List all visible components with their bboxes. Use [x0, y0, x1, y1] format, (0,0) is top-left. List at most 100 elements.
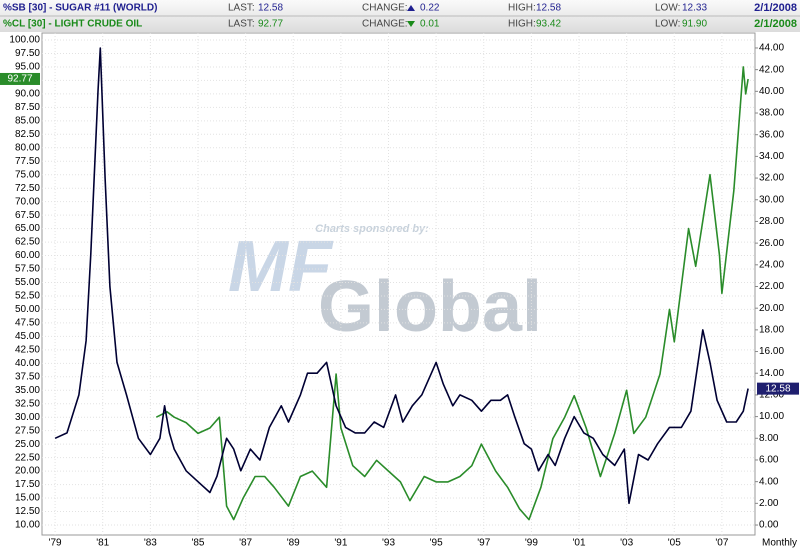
y2-tick-label: 42.00 [759, 64, 784, 75]
y-tick-label: 25.00 [15, 439, 40, 450]
low-label: LOW: [655, 19, 680, 30]
y-tick-label: 32.50 [15, 398, 40, 409]
y2-tick-label: 28.00 [759, 216, 784, 227]
y-tick-label: 35.00 [15, 385, 40, 396]
last-label: LAST: [228, 19, 255, 30]
y-tick-label: 37.50 [15, 371, 40, 382]
x-tick-label: '93 [382, 538, 395, 549]
y2-tick-label: 2.00 [759, 498, 779, 509]
change-arrow [407, 21, 415, 27]
date: 2/1/2008 [754, 18, 797, 30]
symbol: %CL [30] - LIGHT CRUDE OIL [3, 19, 142, 30]
plot-frame [41, 32, 756, 536]
high-value: 93.42 [536, 19, 561, 30]
y-tick-label: 50.00 [15, 304, 40, 315]
x-unit-label: Monthly [762, 538, 797, 549]
change-label: CHANGE: [362, 19, 408, 30]
y-tick-label: 75.00 [15, 169, 40, 180]
last-label: LAST: [228, 3, 255, 14]
x-tick-label: '95 [430, 538, 443, 549]
last-value: 92.77 [258, 19, 283, 30]
grid [42, 33, 755, 535]
y2-tick-label: 18.00 [759, 325, 784, 336]
x-tick-label: '85 [191, 538, 204, 549]
x-tick-label: '97 [477, 538, 490, 549]
y2-tick-label: 14.00 [759, 368, 784, 379]
y-tick-label: 10.00 [15, 520, 40, 531]
y-tick-label: 15.00 [15, 493, 40, 504]
y-tick-label: 95.00 [15, 62, 40, 73]
series-line [155, 66, 749, 521]
x-tick-label: '89 [287, 538, 300, 549]
y2-tick-label: 10.00 [759, 411, 784, 422]
y-tick-label: 72.50 [15, 183, 40, 194]
y-tick-label: 52.50 [15, 291, 40, 302]
y2-tick-label: 40.00 [759, 86, 784, 97]
y-tick-label: 85.00 [15, 115, 40, 126]
axes: 10.00 12.50 15.00 17.50 20.00 22.50 25.00 27.50… [0, 35, 799, 549]
y2-tick-label: 38.00 [759, 108, 784, 119]
x-tick-label: '91 [334, 538, 347, 549]
x-tick-label: '79 [49, 538, 62, 549]
y-tick-label: 20.00 [15, 466, 40, 477]
y2-tick-label: 0.00 [759, 520, 779, 531]
logo-global: Global [318, 267, 542, 347]
y-tick-label: 40.00 [15, 358, 40, 369]
y-tick-label: 60.00 [15, 250, 40, 261]
x-tick-label: '01 [572, 538, 585, 549]
y-tick-label: 70.00 [15, 196, 40, 207]
series-line [54, 47, 749, 505]
x-tick-label: '87 [239, 538, 252, 549]
y-tick-label: 55.00 [15, 277, 40, 288]
plot [54, 47, 749, 521]
y-tick-label: 65.00 [15, 223, 40, 234]
y2-tick-label: 12.00 [759, 390, 784, 401]
change-label: CHANGE: [362, 3, 408, 14]
y-tick-label: 80.00 [15, 142, 40, 153]
low-value: 91.90 [682, 19, 707, 30]
y-tick-label: 90.00 [15, 89, 40, 100]
x-tick-label: '07 [715, 538, 728, 549]
symbol: %SB [30] - SUGAR #11 (WORLD) [3, 3, 157, 14]
y-tick-label: 77.50 [15, 156, 40, 167]
x-tick-label: '99 [525, 538, 538, 549]
high-label: HIGH: [508, 19, 536, 30]
y-tick-label: 82.50 [15, 129, 40, 140]
y2-tick-label: 4.00 [759, 476, 779, 487]
change-arrow [407, 5, 415, 11]
date: 2/1/2008 [754, 2, 797, 14]
high-label: HIGH: [508, 3, 536, 14]
y2-tick-label: 22.00 [759, 281, 784, 292]
y-tick-label: 17.50 [15, 479, 40, 490]
x-tick-label: '81 [96, 538, 109, 549]
y-tick-label: 97.50 [15, 48, 40, 59]
y-tick-label: 67.50 [15, 210, 40, 221]
y-tick-label: 42.50 [15, 344, 40, 355]
y2-tick-label: 34.00 [759, 151, 784, 162]
last-value-label: 12.58 [765, 383, 790, 394]
y2-tick-label: 30.00 [759, 194, 784, 205]
y2-tick-label: 44.00 [759, 43, 784, 54]
low-value: 12.33 [682, 3, 707, 14]
y-tick-label: 87.50 [15, 102, 40, 113]
y-tick-label: 47.50 [15, 318, 40, 329]
y-tick-label: 30.00 [15, 412, 40, 423]
last-value-box [757, 382, 799, 395]
low-label: LOW: [655, 3, 680, 14]
y-tick-label: 100.00 [9, 35, 40, 46]
header: %SB [30] - SUGAR #11 (WORLD) LAST: 12.58 CH… [3, 2, 797, 30]
x-tick-label: '03 [620, 538, 633, 549]
y2-tick-label: 16.00 [759, 346, 784, 357]
y2-tick-label: 32.00 [759, 173, 784, 184]
y-tick-label: 27.50 [15, 425, 40, 436]
y2-tick-label: 6.00 [759, 455, 779, 466]
y2-tick-label: 20.00 [759, 303, 784, 314]
last-value-label: 92.77 [7, 74, 32, 85]
x-tick-label: '83 [144, 538, 157, 549]
y-tick-label: 12.50 [15, 506, 40, 517]
x-tick-label: '05 [668, 538, 681, 549]
y-tick-label: 22.50 [15, 452, 40, 463]
last-value: 12.58 [258, 3, 283, 14]
y-tick-label: 57.50 [15, 264, 40, 275]
y-tick-label: 62.50 [15, 237, 40, 248]
